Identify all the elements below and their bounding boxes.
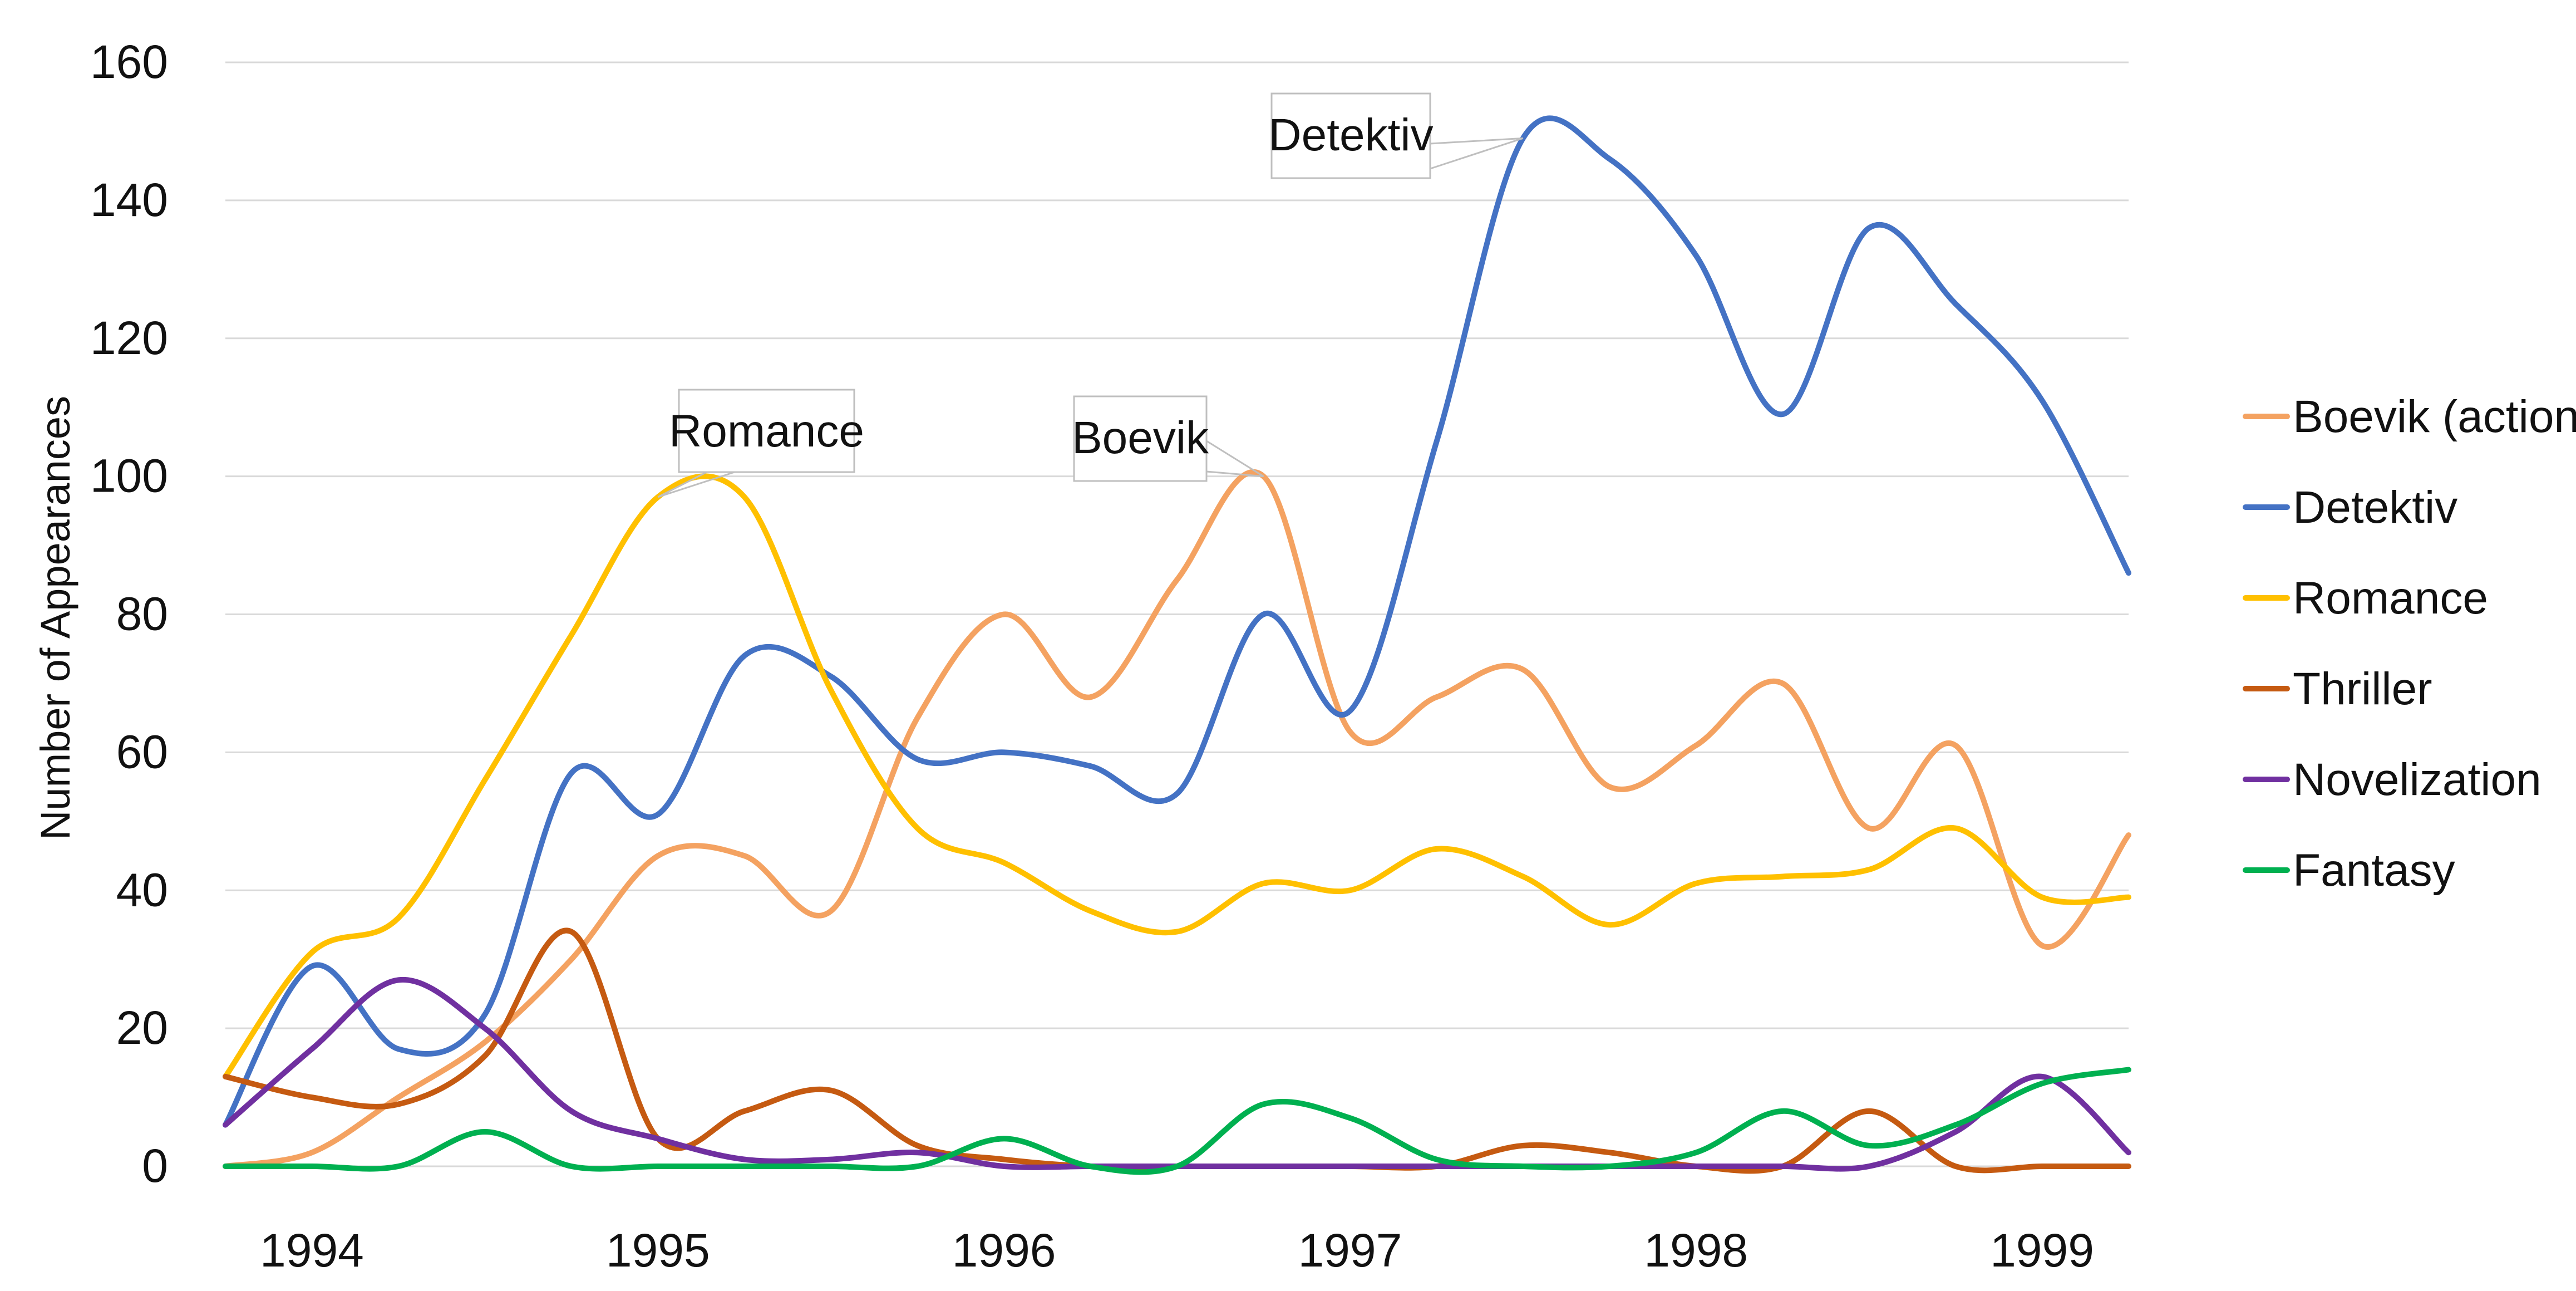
x-axis-ticks: 1994 1995 1996 1997 1998 1999 <box>260 1224 2094 1277</box>
legend-label: Novelization <box>2293 754 2541 805</box>
y-tick-label: 140 <box>90 174 168 226</box>
callout-romance: Romance <box>657 389 864 498</box>
legend-label: Boevik (action) <box>2293 391 2576 442</box>
y-tick-label: 160 <box>90 36 168 88</box>
series-line-boevik-action <box>223 469 2131 1169</box>
legend-label: Romance <box>2293 573 2488 624</box>
x-tick-label: 1998 <box>1644 1224 1748 1277</box>
legend-item: Thriller <box>2243 664 2432 714</box>
callout-box <box>678 389 855 473</box>
series-line-detektiv <box>223 115 2131 1128</box>
y-tick-label: 40 <box>116 863 168 916</box>
legend-item: Detektiv <box>2243 482 2457 533</box>
y-tick-label: 100 <box>90 450 168 502</box>
callout-detektiv: Detektiv <box>1268 92 1524 179</box>
x-tick-label: 1996 <box>952 1224 1056 1277</box>
callout-label: Boevik <box>1072 413 1209 463</box>
callout-leader <box>657 471 735 498</box>
callout-label: Romance <box>669 406 864 456</box>
callout-boevik: Boevik <box>1072 395 1264 482</box>
x-tick-label: 1994 <box>260 1224 364 1277</box>
legend: Boevik (action) Detektiv Romance Thriller No… <box>2243 391 2576 896</box>
gridlines <box>225 61 2129 1167</box>
x-tick-label: 1999 <box>1990 1224 2094 1277</box>
legend-label: Detektiv <box>2293 482 2457 533</box>
y-tick-label: 120 <box>90 312 168 364</box>
legend-item: Novelization <box>2243 754 2541 805</box>
series-line-fantasy <box>223 1067 2131 1175</box>
y-axis-title: Number of Appearances <box>32 396 78 840</box>
legend-item: Boevik (action) <box>2243 391 2576 442</box>
legend-item: Romance <box>2243 573 2488 624</box>
legend-label: Fantasy <box>2293 845 2455 896</box>
y-tick-label: 0 <box>142 1140 168 1192</box>
y-tick-label: 60 <box>116 725 168 778</box>
x-tick-label: 1997 <box>1298 1224 1402 1277</box>
y-tick-label: 80 <box>116 588 168 640</box>
x-tick-label: 1995 <box>606 1224 710 1277</box>
callout-box <box>1073 395 1208 482</box>
callouts: Romance Boevik Detektiv <box>657 92 1524 498</box>
callout-leader <box>1430 137 1524 170</box>
legend-label: Thriller <box>2293 664 2432 714</box>
callout-box <box>1270 92 1431 179</box>
legend-item: Fantasy <box>2243 845 2455 896</box>
callout-leader <box>1206 440 1264 478</box>
y-axis-ticks: 0 20 40 60 80 100 120 140 160 <box>90 36 168 1192</box>
series-lines <box>223 115 2131 1175</box>
callout-label: Detektiv <box>1268 110 1433 160</box>
y-tick-label: 20 <box>116 1002 168 1054</box>
series-line-romance <box>223 473 2131 1079</box>
